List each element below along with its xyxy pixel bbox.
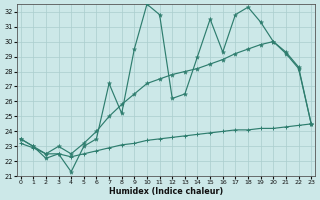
X-axis label: Humidex (Indice chaleur): Humidex (Indice chaleur): [109, 187, 223, 196]
